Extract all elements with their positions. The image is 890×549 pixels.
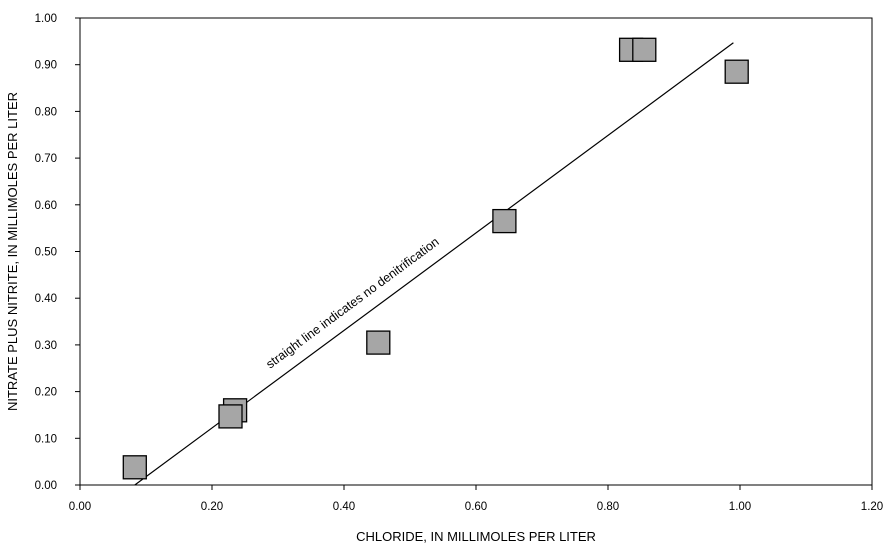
plot-frame [79,17,873,486]
y-tick-label: 0.10 [35,433,57,445]
x-tick-label: 1.00 [729,501,751,513]
y-tick-label: 0.30 [35,340,57,352]
x-tick-label: 0.20 [201,501,223,513]
data-point [632,37,657,62]
y-tick-label: 0.80 [35,106,57,118]
data-point [122,455,147,480]
y-tick-label: 0.90 [35,60,57,72]
y-tick-label: 0.40 [35,293,57,305]
x-tick-label: 1.20 [861,501,883,513]
data-point [724,59,749,84]
y-axis-title: NITRATE PLUS NITRITE, IN MILLIMOLES PER … [5,92,20,411]
y-tick-label: 0.00 [35,480,57,492]
y-tick-label: 0.50 [35,247,57,259]
x-tick-label: 0.00 [69,501,91,513]
reference-line-annotation: straight line indicates no denitrificati… [263,235,441,372]
y-tick-label: 1.00 [35,13,57,25]
y-tick-label: 0.20 [35,387,57,399]
y-tick-label: 0.70 [35,153,57,165]
x-tick-label: 0.80 [597,501,619,513]
x-tick-label: 0.60 [465,501,487,513]
y-tick-label: 0.60 [35,200,57,212]
data-point [492,208,517,234]
x-tick-label: 0.40 [333,501,355,513]
x-axis-title: CHLORIDE, IN MILLIMOLES PER LITER [356,529,596,544]
data-point [366,330,391,355]
data-point [218,404,243,429]
